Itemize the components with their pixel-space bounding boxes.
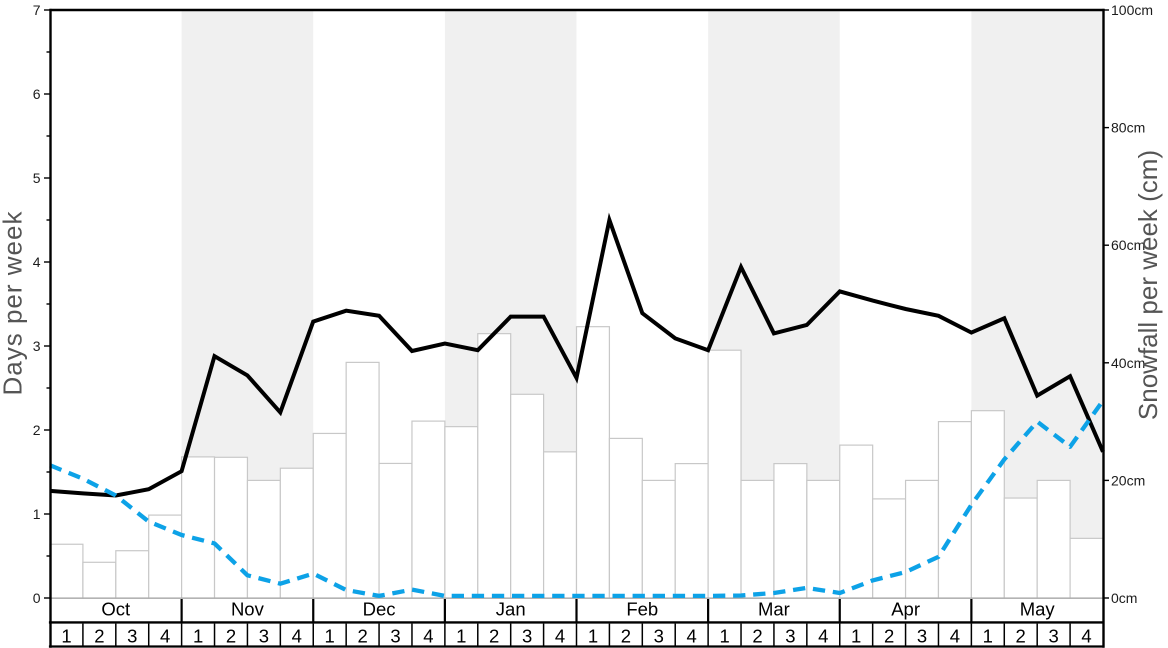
svg-text:1: 1 <box>983 626 993 647</box>
svg-text:3: 3 <box>127 626 137 647</box>
svg-text:3: 3 <box>33 338 41 354</box>
svg-text:2: 2 <box>884 626 894 647</box>
svg-text:2: 2 <box>489 626 499 647</box>
svg-text:1: 1 <box>851 626 861 647</box>
svg-text:4: 4 <box>950 626 960 647</box>
svg-text:Feb: Feb <box>626 599 658 620</box>
svg-text:2: 2 <box>226 626 236 647</box>
svg-text:1: 1 <box>588 626 598 647</box>
svg-text:5: 5 <box>33 170 41 186</box>
svg-text:3: 3 <box>390 626 400 647</box>
svg-text:4: 4 <box>555 626 565 647</box>
svg-text:0cm: 0cm <box>1111 590 1137 606</box>
svg-text:2: 2 <box>1016 626 1026 647</box>
svg-text:40cm: 40cm <box>1111 355 1145 371</box>
svg-text:4: 4 <box>687 626 697 647</box>
svg-text:4: 4 <box>292 626 302 647</box>
svg-text:Dec: Dec <box>363 599 396 620</box>
svg-text:4: 4 <box>1081 626 1091 647</box>
svg-text:2: 2 <box>621 626 631 647</box>
svg-text:1: 1 <box>33 506 41 522</box>
svg-text:3: 3 <box>522 626 532 647</box>
svg-text:1: 1 <box>61 626 71 647</box>
svg-text:6: 6 <box>33 86 41 102</box>
svg-text:1: 1 <box>193 626 203 647</box>
svg-text:60cm: 60cm <box>1111 237 1145 253</box>
svg-text:Nov: Nov <box>231 599 265 620</box>
svg-text:Oct: Oct <box>101 599 130 620</box>
svg-text:20cm: 20cm <box>1111 472 1145 488</box>
svg-text:4: 4 <box>160 626 170 647</box>
svg-text:3: 3 <box>917 626 927 647</box>
svg-text:4: 4 <box>423 626 433 647</box>
svg-text:2: 2 <box>752 626 762 647</box>
svg-text:7: 7 <box>33 2 41 18</box>
svg-text:1: 1 <box>719 626 729 647</box>
svg-text:Mar: Mar <box>758 599 790 620</box>
svg-text:3: 3 <box>654 626 664 647</box>
svg-text:1: 1 <box>325 626 335 647</box>
svg-text:100cm: 100cm <box>1111 2 1153 18</box>
svg-text:Snowfall per week (cm): Snowfall per week (cm) <box>1133 150 1163 420</box>
svg-text:3: 3 <box>785 626 795 647</box>
svg-text:80cm: 80cm <box>1111 120 1145 136</box>
svg-text:May: May <box>1020 599 1056 620</box>
svg-text:0: 0 <box>33 590 41 606</box>
svg-text:2: 2 <box>94 626 104 647</box>
svg-text:2: 2 <box>357 626 367 647</box>
svg-text:Days per week: Days per week <box>0 211 28 396</box>
svg-text:3: 3 <box>1048 626 1058 647</box>
svg-text:4: 4 <box>818 626 828 647</box>
svg-text:1: 1 <box>456 626 466 647</box>
svg-text:3: 3 <box>259 626 269 647</box>
svg-text:2: 2 <box>33 422 41 438</box>
svg-text:Jan: Jan <box>496 599 526 620</box>
svg-text:4: 4 <box>33 254 41 270</box>
svg-text:Apr: Apr <box>891 599 920 620</box>
